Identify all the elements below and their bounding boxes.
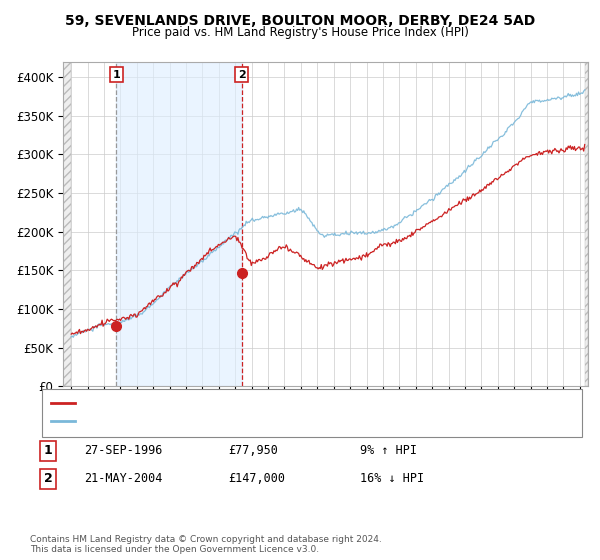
Text: £77,950: £77,950 bbox=[228, 444, 278, 458]
Text: 27-SEP-1996: 27-SEP-1996 bbox=[84, 444, 163, 458]
Text: 59, SEVENLANDS DRIVE, BOULTON MOOR, DERBY, DE24 5AD (detached house): 59, SEVENLANDS DRIVE, BOULTON MOOR, DERB… bbox=[79, 398, 491, 408]
Text: HPI: Average price, detached house, South Derbyshire: HPI: Average price, detached house, Sout… bbox=[79, 416, 363, 426]
Text: 21-MAY-2004: 21-MAY-2004 bbox=[84, 472, 163, 486]
Text: Contains HM Land Registry data © Crown copyright and database right 2024.
This d: Contains HM Land Registry data © Crown c… bbox=[30, 535, 382, 554]
Text: 1: 1 bbox=[112, 70, 120, 80]
Bar bbox=[116, 62, 242, 386]
Text: £147,000: £147,000 bbox=[228, 472, 285, 486]
Text: Price paid vs. HM Land Registry's House Price Index (HPI): Price paid vs. HM Land Registry's House … bbox=[131, 26, 469, 39]
Text: 59, SEVENLANDS DRIVE, BOULTON MOOR, DERBY, DE24 5AD: 59, SEVENLANDS DRIVE, BOULTON MOOR, DERB… bbox=[65, 14, 535, 28]
Text: 2: 2 bbox=[238, 70, 245, 80]
Text: 16% ↓ HPI: 16% ↓ HPI bbox=[360, 472, 424, 486]
Text: 1: 1 bbox=[44, 444, 52, 458]
Text: 2: 2 bbox=[44, 472, 52, 486]
Text: 9% ↑ HPI: 9% ↑ HPI bbox=[360, 444, 417, 458]
